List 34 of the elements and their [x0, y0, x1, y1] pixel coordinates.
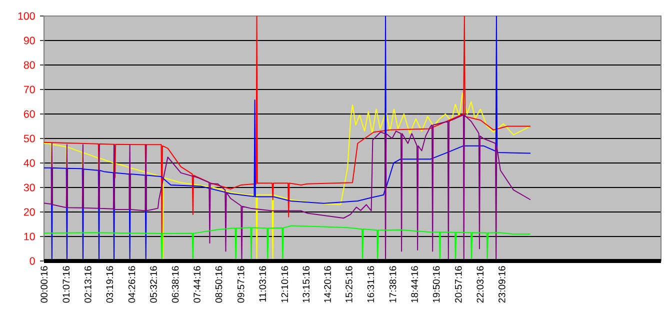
y-tick-label: 50 — [24, 134, 35, 142]
y-tick-label: 100 — [18, 12, 35, 20]
x-tick-label: 22:03:16 — [476, 266, 484, 303]
y-tick-label: 40 — [24, 159, 35, 167]
x-tick-label: 20:57:16 — [455, 266, 462, 303]
y-tick-label: 90 — [24, 36, 35, 44]
x-tick-label: 01:07:16 — [62, 266, 70, 303]
x-tick-label: 07:44:16 — [194, 266, 200, 303]
x-tick-label: 00:00:16 — [40, 266, 48, 303]
x-tick-label: 15:25:16 — [346, 266, 352, 302]
x-tick-label: 06:38:16 — [172, 266, 179, 303]
x-tick-label: 18:44:16 — [411, 266, 418, 302]
y-tick-label: 20 — [24, 208, 35, 216]
x-tick-label: 12:10:16 — [281, 266, 288, 302]
x-tick-label: 09:57:16 — [237, 266, 244, 303]
x-tick-label: 14:20:16 — [324, 266, 331, 302]
x-tick-label: 23:09:16 — [498, 266, 506, 303]
x-tick-label: 05:32:16 — [150, 266, 157, 303]
y-tick-label: 30 — [24, 184, 35, 192]
x-tick-label: 02:13:16 — [84, 266, 92, 303]
x-tick-label: 13:15:16 — [302, 266, 310, 302]
x-tick-label: 19:50:16 — [432, 266, 440, 302]
x-tick-label: 03:19:16 — [106, 266, 114, 303]
x-tick-label: 04:26:16 — [128, 266, 136, 303]
x-tick-label: 08:50:16 — [215, 266, 222, 303]
y-tick-label: 0 — [30, 257, 35, 265]
y-tick-label: 80 — [24, 61, 35, 69]
y-tick-label: 70 — [24, 86, 35, 94]
line-series — [44, 225, 531, 261]
x-tick-label: 11:03:16 — [259, 266, 266, 302]
x-tick-label: 17:38:16 — [389, 266, 396, 302]
y-tick-label: 10 — [24, 232, 35, 240]
y-tick-label: 60 — [24, 110, 35, 118]
x-tick-label: 16:31:16 — [367, 266, 374, 302]
